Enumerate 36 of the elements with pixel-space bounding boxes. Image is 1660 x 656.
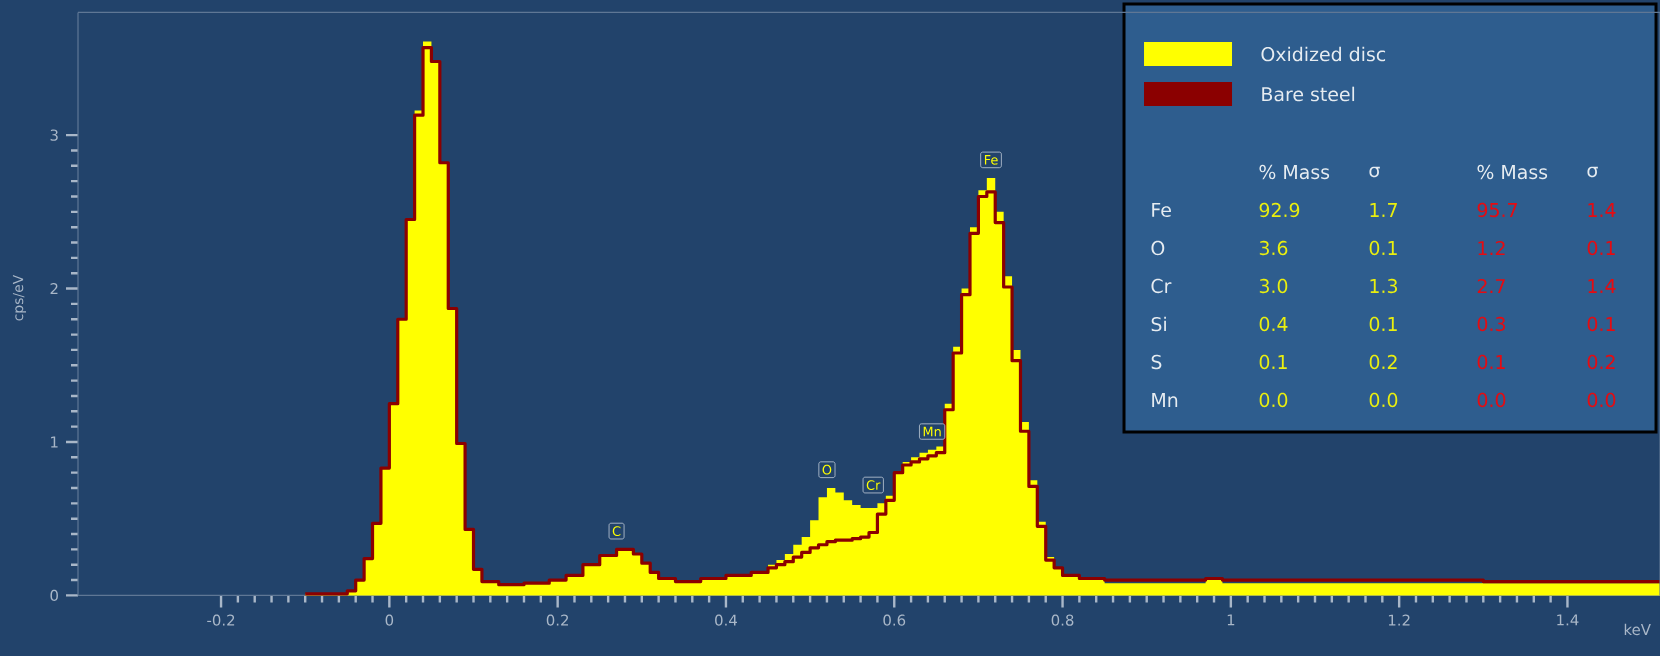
annotation: 95.7 [1477,202,1517,218]
annotation: 0.3 [1477,316,1506,332]
annotation: σ [1587,166,1598,178]
annotation: 0.0 [1259,392,1288,408]
annotation: 3.6 [1259,240,1288,256]
annotation: 0.1 [1369,316,1397,332]
annotation: 2.7 [1477,278,1505,294]
annotation: Mn [1152,393,1178,407]
annotation: 0.1 [1259,354,1287,370]
annotation: O [1151,240,1165,256]
annotation: Fe [1152,202,1171,218]
annotation: 0.4 [1259,316,1288,332]
annotation: 0.1 [1477,354,1505,370]
annotation: Si [1151,316,1166,332]
annotation: % Mass [1259,164,1330,180]
annotation: 92.9 [1259,202,1300,218]
annotation: Cr [1151,278,1172,294]
annotation: 0.0 [1369,392,1398,408]
annotation: 0.2 [1587,354,1615,370]
annotation: 1.3 [1370,278,1398,294]
annotation: S [1151,354,1162,370]
annotation: 0.1 [1587,316,1615,332]
annotation: 3.0 [1259,278,1288,294]
annotation: 0.1 [1369,240,1397,256]
annotation: 1.7 [1370,203,1397,217]
annotation: 0.2 [1369,354,1397,370]
annotation: 1.2 [1478,240,1505,256]
annotation: % Mass [1477,164,1548,180]
annotation: 0.1 [1587,240,1615,256]
annotation: 1.4 [1588,203,1616,217]
legend-label: Oxidized disc [1261,46,1386,62]
annotation: 1.4 [1588,279,1616,293]
annotation: 0.0 [1477,392,1506,408]
annotation: σ [1369,166,1380,178]
annotation: 0.0 [1587,392,1616,408]
legend-label: Bare steel [1262,86,1355,102]
